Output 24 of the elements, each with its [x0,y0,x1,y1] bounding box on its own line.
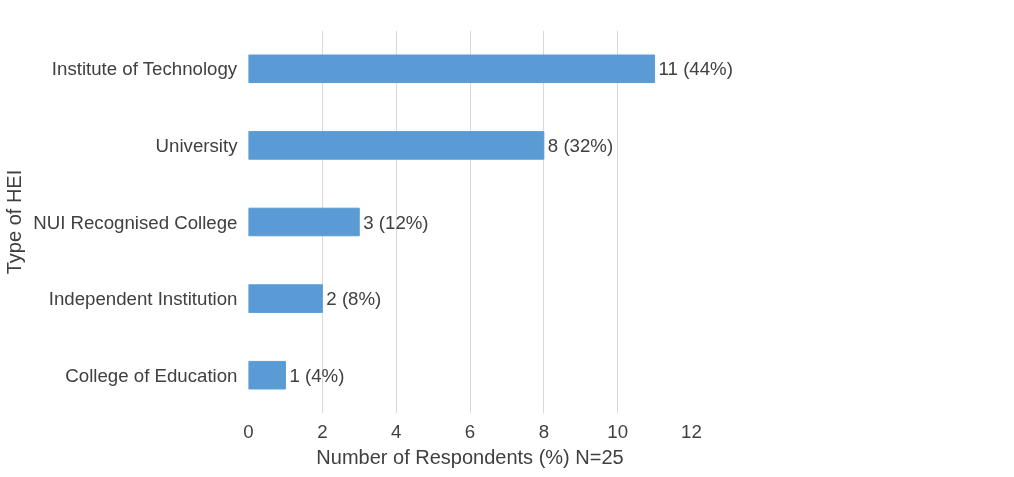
x-tick-label: 10 [607,420,629,442]
bar [248,54,656,84]
data-label: 3 (12%) [363,211,429,233]
y-tick-label: College of Education [65,364,238,386]
y-tick-label: University [155,134,239,156]
y-tick-label: NUI Recognised College [33,211,238,233]
x-axis-title: Number of Respondents (%) N=25 [316,445,624,468]
bar [248,284,323,313]
y-tick-label: Independent Institution [48,288,238,310]
x-tick-label: 8 [538,420,550,442]
data-label: 11 (44%) [658,58,733,80]
bar [248,360,286,390]
bar [248,131,545,160]
x-tick-label: 12 [681,420,702,442]
y-axis-title: Type of HEI [3,169,26,275]
data-label: 2 (8%) [326,288,382,310]
x-tick-label: 0 [243,420,254,442]
data-label: 1 (4%) [289,364,345,386]
x-tick-label: 4 [390,420,402,442]
x-tick-label: 6 [464,420,476,442]
y-tick-label: Institute of Technology [51,58,238,80]
data-label: 8 (32%) [547,134,614,156]
bar [248,207,360,237]
x-tick-label: 2 [317,420,328,442]
